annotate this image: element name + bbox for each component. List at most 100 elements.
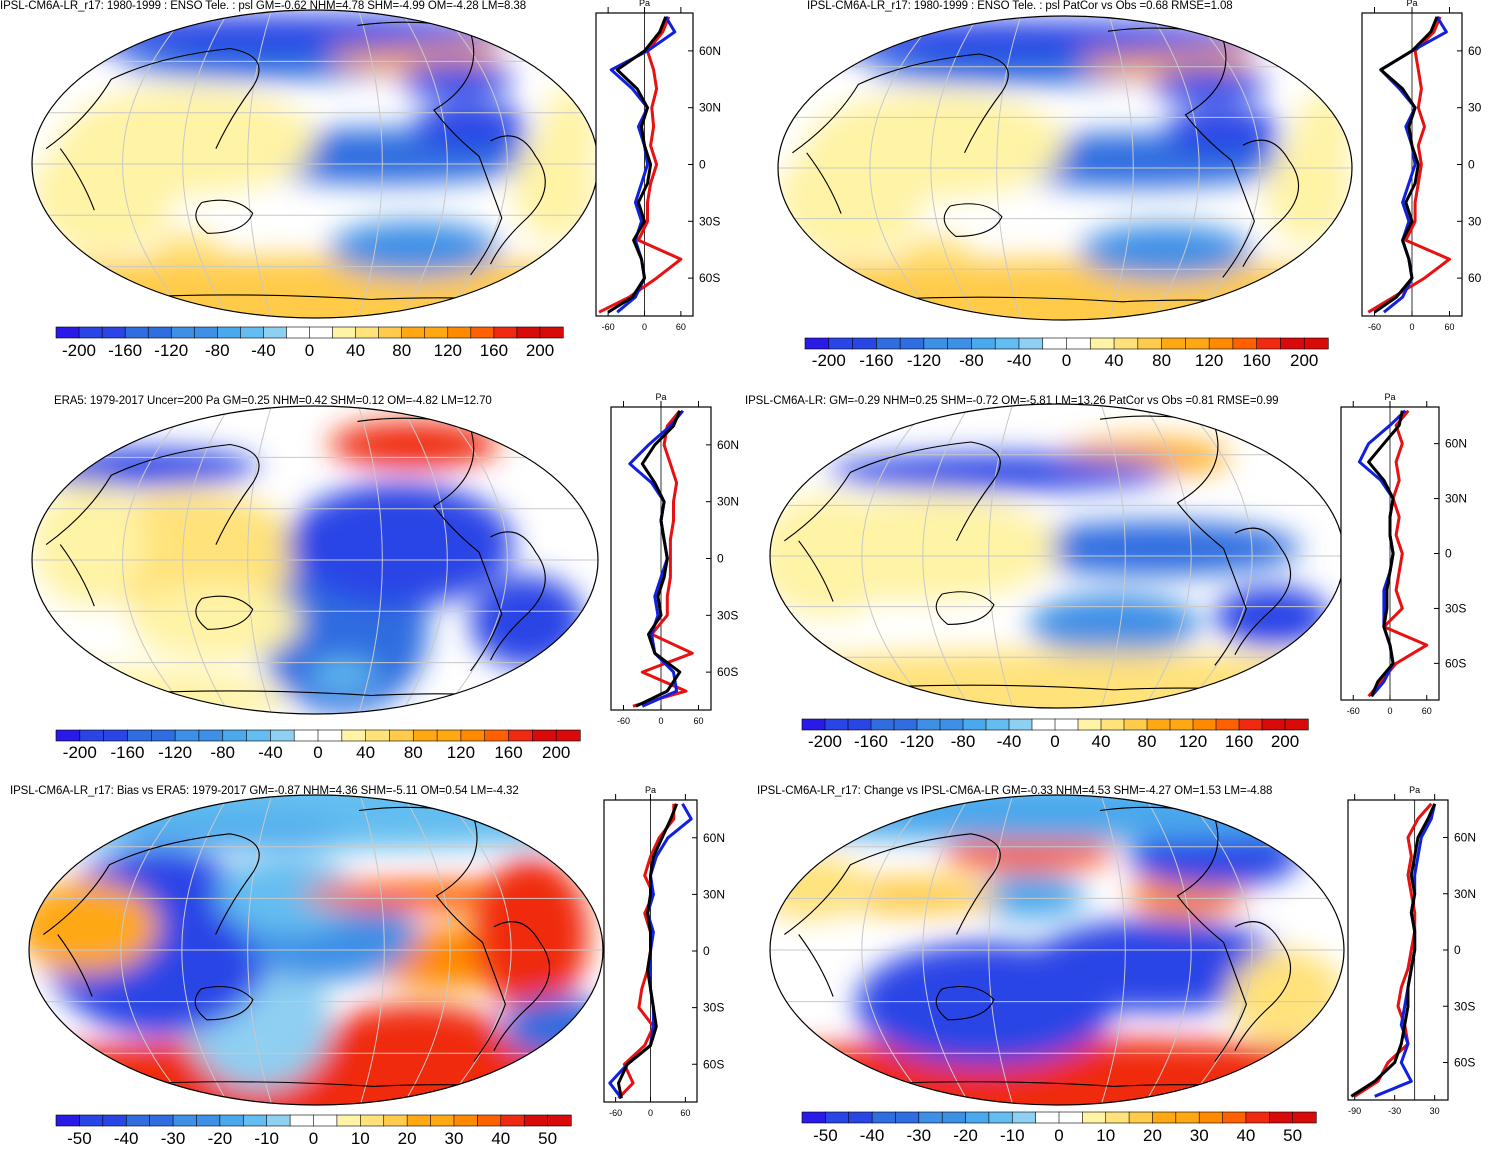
lat-tick-label: 30S xyxy=(699,214,720,228)
lat-tick-label: 30N xyxy=(1445,492,1467,506)
colorbar-tick-label: -120 xyxy=(900,732,934,751)
unit-label: Pa xyxy=(655,392,666,402)
colorbar-swatch xyxy=(198,729,224,742)
colorbar-tick-label: 160 xyxy=(1225,732,1253,751)
lat-tick-label: 0 xyxy=(699,158,706,172)
zonal-series-model_black xyxy=(635,410,682,708)
colorbar-swatch xyxy=(1137,337,1163,350)
coastline xyxy=(435,818,506,1062)
meridian-line xyxy=(861,795,932,1105)
anomaly-blob xyxy=(942,835,1115,873)
meridian-line xyxy=(439,406,508,714)
colorbar-tick-label: -20 xyxy=(208,1129,233,1148)
colorbar-swatch xyxy=(78,326,103,339)
coastline xyxy=(943,203,1003,237)
coastline xyxy=(1234,921,1292,1052)
colorbar-swatch xyxy=(289,1114,315,1127)
colorbar-swatch xyxy=(332,326,357,339)
colorbar-swatch xyxy=(383,1114,408,1127)
colorbar-swatch xyxy=(240,326,265,339)
zonal-series-red xyxy=(632,409,694,708)
meridian-line xyxy=(120,795,191,1105)
colorbar-tick-label: 120 xyxy=(447,743,475,762)
zonal-series-model_black xyxy=(607,16,668,314)
colorbar-swatch xyxy=(1089,337,1115,350)
x-tick-label: 60 xyxy=(693,716,703,726)
colorbar-swatch xyxy=(193,326,218,339)
coastline xyxy=(784,441,1001,542)
colorbar-swatch xyxy=(1261,718,1286,731)
anomaly-blob xyxy=(1028,594,1201,655)
anomaly-blob xyxy=(32,14,514,52)
map-outline xyxy=(28,794,604,1106)
colorbar-tick-label: -40 xyxy=(1007,351,1032,370)
colorbar-swatch xyxy=(484,729,510,742)
x-tick-label: -60 xyxy=(1347,706,1360,716)
meridian-line xyxy=(1182,404,1253,708)
lat-tick-label: 30S xyxy=(703,1001,724,1015)
meridian-line xyxy=(439,10,508,318)
coastline xyxy=(935,591,995,625)
coastline xyxy=(798,540,834,602)
colorbar-swatch xyxy=(1077,718,1102,731)
x-tick-label: 30 xyxy=(1430,1106,1440,1116)
coastline xyxy=(195,595,254,630)
colorbar-tick-label: 200 xyxy=(542,743,570,762)
colorbar-swatch xyxy=(1123,718,1148,731)
x-tick-label: 60 xyxy=(1422,706,1432,716)
colorbar-tick-label: 80 xyxy=(392,341,411,360)
anomaly-blob xyxy=(1028,919,1287,1012)
colorbar-tick-label: 30 xyxy=(445,1129,464,1148)
anomaly-blob xyxy=(329,220,499,277)
colorbar-swatch xyxy=(1066,337,1091,350)
anomaly-blob xyxy=(473,857,589,1012)
coastline xyxy=(798,934,834,997)
x-tick-label: -60 xyxy=(609,1108,622,1118)
colorbar-swatch xyxy=(174,729,200,742)
colorbar-tick-label: 200 xyxy=(526,341,554,360)
colorbar-swatch xyxy=(360,1114,385,1127)
colorbar-swatch xyxy=(893,718,918,731)
colorbar-tick-label: -120 xyxy=(158,743,192,762)
colorbar-tick-label: 120 xyxy=(434,341,462,360)
colorbar-swatch xyxy=(196,1114,221,1127)
lat-tick-label: 30 xyxy=(1468,214,1482,228)
colorbar-swatch xyxy=(1113,337,1139,350)
x-tick-label: 0 xyxy=(1409,322,1414,332)
coastline xyxy=(935,986,995,1021)
coastline xyxy=(45,47,260,150)
x-tick-label: 60 xyxy=(680,1108,690,1118)
colorbar-swatch xyxy=(500,1114,525,1127)
colorbar-swatch xyxy=(852,337,877,350)
colorbar-swatch xyxy=(1215,718,1240,731)
meridian-line xyxy=(247,406,272,714)
colorbar-swatch xyxy=(336,1114,361,1127)
colorbar-swatch xyxy=(55,1114,81,1127)
unit-label: Pa xyxy=(1384,392,1395,402)
colorbar-tick-label: 0 xyxy=(305,341,314,360)
colorbar-tick-label: 120 xyxy=(1195,351,1223,370)
colorbar-tick-label: -120 xyxy=(154,341,188,360)
coastline xyxy=(792,53,1009,154)
colorbar-tick-label: 160 xyxy=(1243,351,1271,370)
colorbar-swatch xyxy=(401,326,426,339)
colorbar-swatch xyxy=(125,1114,151,1127)
colorbar: -200 -160 -120 -80 -40 0 40 80 120 160 200 xyxy=(801,718,1309,751)
colorbar-swatch xyxy=(985,718,1010,731)
coastline xyxy=(806,152,842,214)
colorbar-swatch xyxy=(102,1114,127,1127)
anomaly-blob xyxy=(970,872,1086,919)
meridian-line xyxy=(1151,16,1200,320)
anomaly-blob xyxy=(153,233,222,265)
zonal-series-model_black xyxy=(1367,410,1404,697)
zonal-series-red xyxy=(1367,16,1451,314)
lat-tick-label: 30N xyxy=(717,495,739,509)
zonal-series-red xyxy=(1353,802,1433,1098)
meridian-line xyxy=(1100,795,1126,1105)
colorbar-swatch xyxy=(79,1114,104,1127)
anomaly-blob xyxy=(309,660,378,691)
colorbar-swatch xyxy=(1008,718,1033,731)
colorbar-swatch xyxy=(965,1111,990,1124)
colorbar-tick-label: 0 xyxy=(1062,351,1071,370)
colorbar-tick-label: -120 xyxy=(907,351,941,370)
